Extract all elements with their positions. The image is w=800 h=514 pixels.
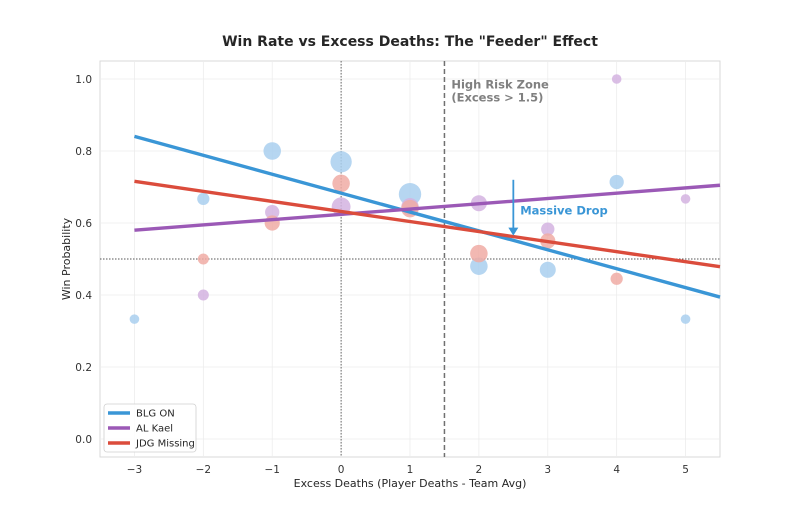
legend-label-jdg-missing: JDG Missing	[135, 439, 195, 450]
x-tick-label: −2	[196, 464, 211, 476]
data-point-jdg-missing	[332, 174, 350, 193]
data-point-blg-on	[197, 192, 210, 206]
trend-line-blg-on	[133, 134, 721, 299]
data-point-jdg-missing	[470, 244, 488, 263]
data-point-al-kael	[265, 205, 280, 220]
massive-drop-label: Massive Drop	[520, 203, 608, 217]
legend-box	[103, 403, 197, 453]
data-point-blg-on	[680, 314, 691, 324]
y-tick-label: 1.0	[75, 74, 92, 86]
x-axis-label: Excess Deaths (Player Deaths - Team Avg)	[294, 477, 527, 490]
x-tick-label: 3	[544, 464, 551, 476]
y-tick-label: 0.4	[75, 290, 92, 302]
high-risk-zone-label: High Risk Zone	[451, 78, 549, 92]
data-point-jdg-missing	[610, 272, 623, 285]
data-point-blg-on	[129, 314, 140, 324]
x-tick-label: 1	[407, 464, 414, 476]
scatter-points	[129, 74, 691, 324]
data-point-jdg-missing	[197, 253, 209, 265]
x-tick-label: 5	[682, 464, 689, 476]
data-point-blg-on	[470, 257, 488, 275]
data-point-al-kael	[611, 74, 622, 84]
data-point-blg-on	[539, 261, 556, 278]
data-point-blg-on	[609, 174, 624, 190]
trend-line-al-kael	[134, 183, 721, 232]
x-tick-label: 0	[338, 464, 345, 476]
grid	[100, 61, 720, 457]
x-tick-label: −3	[127, 464, 142, 476]
legend: BLG ON AL Kael JDG Missing	[103, 403, 197, 453]
y-tick-label: 0.2	[75, 362, 92, 374]
x-axis-ticks: −3 −2 −1 0 1 2 3 4 5	[127, 464, 689, 476]
annotations: High Risk Zone (Excess > 1.5) Massive Dr…	[451, 78, 608, 236]
data-point-al-kael	[541, 222, 555, 236]
massive-drop-arrowhead-icon	[508, 227, 519, 236]
y-tick-label: 0.8	[75, 146, 92, 158]
x-tick-label: 4	[613, 464, 620, 476]
high-risk-zone-sublabel: (Excess > 1.5)	[451, 91, 543, 105]
trend-line-jdg-missing	[134, 179, 721, 269]
data-point-al-kael	[680, 194, 691, 204]
y-axis-ticks: 0.0 0.2 0.4 0.6 0.8 1.0	[75, 74, 92, 446]
data-point-blg-on	[330, 151, 352, 173]
x-tick-label: 2	[476, 464, 483, 476]
data-point-blg-on	[263, 142, 281, 160]
data-point-al-kael	[197, 289, 209, 301]
trend-lines	[133, 134, 721, 299]
legend-label-al-kael: AL Kael	[136, 424, 173, 435]
plot-area: High Risk Zone (Excess > 1.5) Massive Dr…	[99, 60, 721, 458]
legend-label-blg-on: BLG ON	[136, 409, 175, 420]
y-tick-label: 0.6	[75, 218, 92, 230]
chart-title: Win Rate vs Excess Deaths: The "Feeder" …	[222, 34, 598, 50]
x-tick-label: −1	[264, 464, 279, 476]
y-axis-label: Win Probability	[60, 217, 73, 300]
data-point-blg-on	[398, 183, 422, 206]
y-tick-label: 0.0	[75, 434, 92, 446]
